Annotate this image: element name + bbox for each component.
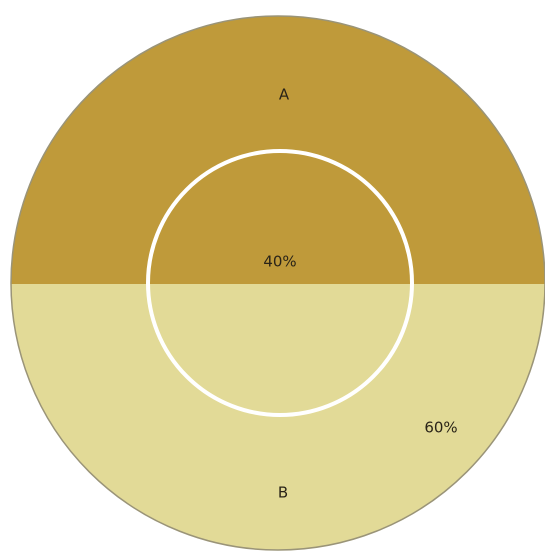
segment-share: 40% (263, 253, 296, 271)
segment-label: B (278, 484, 288, 502)
segment-share: 60% (424, 419, 457, 437)
bottom-half (11, 284, 545, 550)
top-half (11, 16, 545, 284)
segment-label: A (279, 86, 290, 104)
inner-ring (146, 149, 414, 417)
outer-border (10, 15, 545, 551)
